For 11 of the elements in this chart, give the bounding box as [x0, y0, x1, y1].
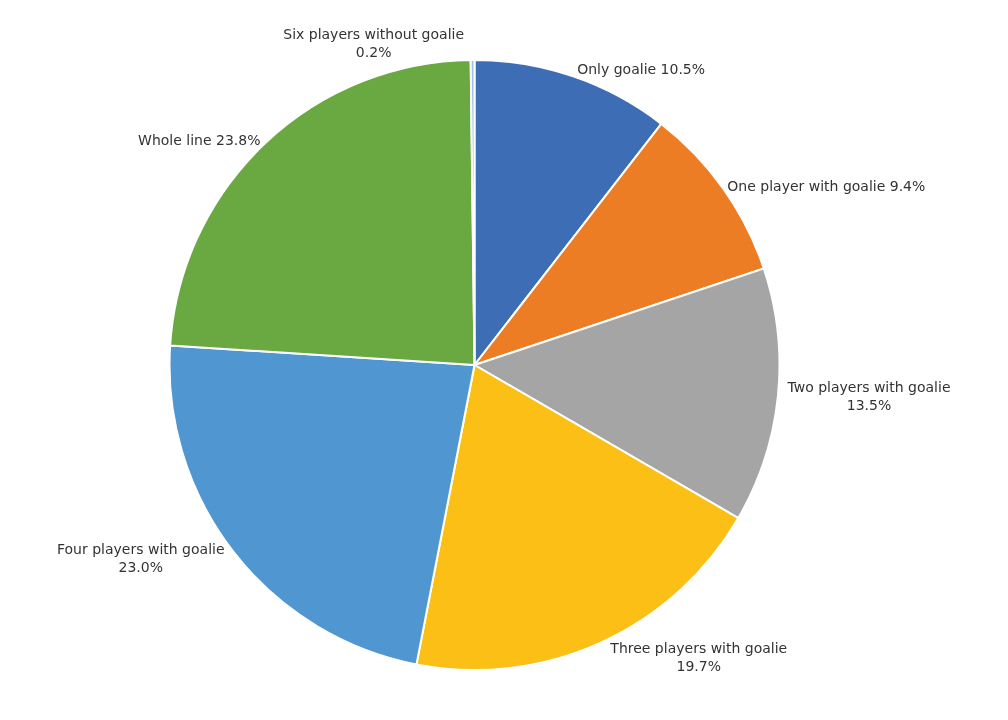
- data-label: 13.5%: [846, 397, 892, 414]
- slice-label: Three players with goalie: [609, 639, 788, 656]
- slice-label: One player with goalie 9.4%: [727, 177, 926, 194]
- slice-label: Six players without goalie: [283, 25, 465, 42]
- slice-label: Four players with goalie: [57, 540, 225, 557]
- slice-label: Only goalie 10.5%: [577, 61, 706, 78]
- data-label: 19.7%: [676, 657, 721, 674]
- slice-label: Whole line 23.8%: [138, 131, 261, 148]
- data-label: 23.0%: [118, 558, 164, 575]
- slice-label: Two players with goalie: [786, 379, 951, 396]
- data-label: 0.2%: [355, 44, 392, 61]
